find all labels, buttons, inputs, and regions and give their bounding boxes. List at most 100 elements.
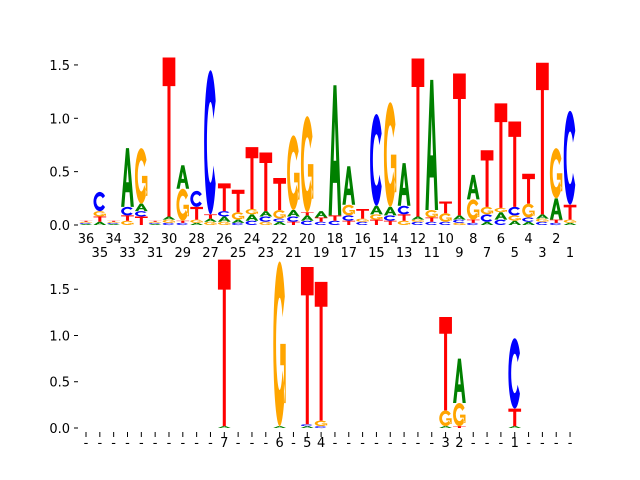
logo-letter-A bbox=[93, 221, 107, 225]
x-tick-label: 2 bbox=[552, 232, 560, 247]
logo-letter-T bbox=[134, 216, 148, 225]
logo-letter-C bbox=[522, 217, 534, 222]
x-tick-label: 1 bbox=[566, 246, 574, 261]
x-tick-label: 25 bbox=[230, 246, 247, 261]
x-tick-label: 4 bbox=[524, 232, 532, 247]
x-tick-label: - bbox=[402, 436, 407, 451]
x-tick-label: 17 bbox=[340, 246, 357, 261]
x-tick-label: - bbox=[499, 436, 504, 451]
logo-letter-A bbox=[162, 216, 176, 220]
logo-letter-A bbox=[480, 221, 494, 225]
logo-letter-C bbox=[259, 216, 272, 222]
logo-letter-C bbox=[93, 191, 106, 212]
logo-letter-C bbox=[148, 222, 161, 224]
x-tick-label: 4 bbox=[317, 436, 325, 451]
logo-letter-T bbox=[549, 219, 563, 223]
x-tick-label: 24 bbox=[244, 232, 261, 247]
logo-letter-C bbox=[300, 220, 313, 225]
logo-letter-G bbox=[107, 221, 120, 223]
x-tick-label: 7 bbox=[483, 246, 491, 261]
x-tick-label: 13 bbox=[396, 246, 413, 261]
x-tick-label: 18 bbox=[327, 232, 344, 247]
logo-letter-T bbox=[245, 147, 259, 209]
logo-letter-T bbox=[411, 58, 425, 217]
x-tick-label: - bbox=[540, 436, 545, 451]
logo-letter-T bbox=[231, 189, 245, 213]
logo-letter-G bbox=[259, 221, 272, 225]
logo-letter-G bbox=[439, 213, 452, 222]
logo-letter-G bbox=[231, 212, 245, 220]
x-tick-label: 30 bbox=[161, 232, 178, 247]
logo-letter-C bbox=[314, 221, 327, 225]
x-tick-label: 26 bbox=[216, 232, 233, 247]
x-tick-label: - bbox=[250, 436, 255, 451]
x-tick-label: 3 bbox=[441, 436, 449, 451]
logo-letter-C bbox=[217, 211, 230, 217]
logo-letter-G bbox=[190, 219, 203, 223]
logo-letter-A bbox=[425, 79, 439, 211]
logo-letter-G bbox=[273, 261, 286, 427]
logo-letter-T bbox=[328, 215, 342, 221]
logo-letter-G bbox=[536, 218, 549, 222]
logo-letter-T bbox=[508, 121, 522, 207]
logo-letter-A bbox=[259, 211, 273, 217]
logo-letter-G bbox=[217, 221, 231, 225]
logo-letter-T bbox=[273, 178, 286, 211]
x-tick-label: - bbox=[388, 436, 393, 451]
x-tick-label: 34 bbox=[105, 232, 122, 247]
logo-letter-T bbox=[439, 316, 452, 411]
logo-letter-C bbox=[287, 216, 299, 222]
logo-letter-G bbox=[522, 203, 535, 218]
logo-letter-T bbox=[425, 217, 439, 222]
x-tick-label: 14 bbox=[382, 232, 399, 247]
logo-bottom: 0.00.51.01.5- - - - - - - - - -7- - -6-5 4- - - - - - - -3 2… bbox=[49, 259, 573, 451]
y-tick-label: 1.0 bbox=[49, 329, 70, 344]
logo-letter-T bbox=[314, 217, 328, 222]
logo-letter-C bbox=[411, 221, 424, 225]
logo-letter-A bbox=[439, 426, 452, 428]
x-tick-label: 2 bbox=[455, 436, 463, 451]
logo-letter-G bbox=[176, 188, 189, 221]
logo-letter-T bbox=[439, 201, 452, 214]
x-tick-label: - bbox=[125, 436, 130, 451]
x-tick-label: 12 bbox=[410, 232, 427, 247]
x-tick-label: 3 bbox=[538, 246, 546, 261]
logo-letter-T bbox=[356, 208, 369, 219]
logo-letter-C bbox=[439, 221, 451, 225]
logo-letter-C bbox=[79, 222, 92, 224]
x-tick-label: 5 bbox=[511, 246, 519, 261]
logo-letter-A bbox=[148, 223, 162, 225]
logo-letter-A bbox=[494, 212, 508, 220]
x-tick-label: 16 bbox=[354, 232, 371, 247]
x-tick-label: - bbox=[208, 436, 213, 451]
logo-letter-T bbox=[217, 259, 231, 427]
logo-letter-A bbox=[231, 219, 245, 223]
logo-letter-G bbox=[453, 403, 466, 427]
x-tick-label: - bbox=[526, 436, 531, 451]
logo-letter-T bbox=[176, 220, 190, 223]
logo-letter-A bbox=[107, 223, 121, 225]
logo-letter-T bbox=[259, 152, 273, 212]
logo-letter-A bbox=[300, 215, 314, 221]
y-tick-label: 1.5 bbox=[49, 59, 70, 74]
x-tick-label: 20 bbox=[299, 232, 316, 247]
logo-letter-G bbox=[453, 222, 466, 225]
logo-letter-C bbox=[162, 222, 175, 225]
logo-letter-T bbox=[508, 408, 522, 427]
logo-letter-T bbox=[121, 215, 134, 221]
logo-letter-C bbox=[314, 426, 327, 428]
x-tick-label: - bbox=[97, 436, 102, 451]
logo-letter-A bbox=[370, 205, 383, 215]
logo-letter-A bbox=[273, 221, 286, 225]
y-tick-label: 0.0 bbox=[49, 219, 70, 234]
x-tick-label: 5 bbox=[303, 436, 311, 451]
logo-letter-G bbox=[370, 214, 383, 220]
logo-letter-C bbox=[328, 220, 341, 225]
logo-letter-G bbox=[148, 221, 162, 223]
logo-letter-T bbox=[397, 214, 411, 221]
logo-letter-C bbox=[383, 215, 396, 221]
logo-letter-T bbox=[287, 221, 300, 225]
x-tick-label: - bbox=[180, 436, 185, 451]
x-tick-label: 22 bbox=[271, 232, 288, 247]
